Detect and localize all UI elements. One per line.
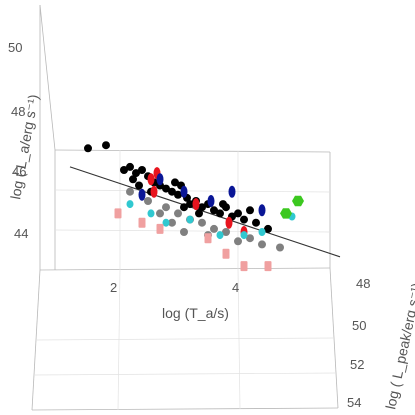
data-point-cyan: [258, 228, 266, 236]
data-point-gray: [144, 197, 152, 205]
x-tick-label: 2: [110, 280, 117, 295]
data-point-pink: [264, 261, 272, 272]
data-point-pink: [240, 261, 248, 272]
data-point-cyan: [147, 209, 155, 218]
z-tick-label: 48: [356, 276, 370, 291]
data-point-black: [135, 181, 143, 190]
data-point-gray: [222, 228, 230, 236]
z-tick-label: 54: [347, 395, 361, 410]
y-tick-label: 50: [8, 40, 22, 55]
y-tick-label: 44: [14, 226, 28, 241]
data-point-blue: [228, 185, 236, 198]
z-tick-label: 52: [350, 357, 364, 372]
z-axis: 48 50 52 54 log ( L_peak/erg s⁻¹): [347, 276, 415, 411]
data-point-black: [102, 141, 110, 150]
data-point-gray: [168, 218, 176, 227]
data-point-black: [132, 169, 140, 178]
data-point-cyan: [216, 231, 224, 240]
plot-box: [31, 4, 339, 411]
data-point-black: [84, 144, 92, 153]
x-tick-label: 4: [232, 280, 239, 295]
data-point-gray: [156, 209, 164, 218]
data-point-green: [280, 208, 292, 219]
data-point-black: [210, 206, 218, 215]
data-point-black: [174, 190, 182, 199]
x-axis-title: log (T_a/s): [162, 305, 229, 321]
data-point-black: [129, 175, 137, 184]
data-point-black: [120, 166, 128, 174]
data-point-cyan: [240, 231, 248, 240]
data-point-blue: [138, 188, 146, 201]
data-point-gray: [174, 209, 182, 218]
data-point-gray: [162, 203, 170, 212]
data-point-red: [192, 198, 200, 211]
data-point-black: [264, 224, 272, 233]
data-point-black: [198, 203, 206, 212]
data-point-black: [138, 166, 146, 174]
data-point-gray: [198, 218, 206, 227]
data-point-pink: [114, 208, 122, 219]
data-point-gray: [276, 243, 284, 252]
data-point-black: [234, 209, 242, 218]
data-points: [84, 141, 304, 272]
data-point-black: [252, 218, 260, 227]
data-point-pink: [156, 223, 164, 234]
data-point-red: [225, 216, 233, 229]
data-point-pink: [222, 248, 230, 259]
data-point-cyan: [162, 218, 170, 227]
z-tick-label: 50: [352, 318, 366, 333]
data-point-gray: [126, 187, 134, 196]
data-point-pink: [138, 217, 146, 228]
data-point-red: [150, 185, 158, 198]
data-point-gray: [210, 224, 218, 233]
data-point-gray: [258, 240, 266, 249]
data-point-gray: [234, 237, 242, 246]
data-point-blue: [207, 195, 215, 207]
data-point-black: [240, 215, 248, 224]
data-point-blue: [258, 204, 266, 217]
data-point-green: [292, 195, 304, 207]
y-tick-label: 48: [11, 104, 25, 119]
data-point-gray: [180, 228, 188, 236]
fit-plane-line: [69, 166, 341, 258]
y-axis: 50 48 46 44 log ( L_a/erg s⁻¹): [7, 40, 41, 241]
x-axis: 2 4 log (T_a/s): [110, 280, 239, 321]
data-point-black: [180, 203, 188, 212]
data-point-black: [186, 200, 194, 209]
y-tick-label: 46: [12, 164, 26, 179]
data-point-black: [171, 178, 179, 187]
z-axis-title: log ( L_peak/erg s⁻¹): [382, 281, 415, 410]
data-point-pink: [204, 233, 212, 244]
data-point-cyan: [186, 215, 194, 224]
data-point-red: [147, 173, 155, 186]
data-point-black: [195, 209, 203, 218]
data-point-black: [126, 162, 134, 171]
data-point-black: [219, 200, 227, 209]
data-point-black: [246, 206, 254, 215]
data-point-cyan: [126, 200, 134, 209]
data-point-black: [168, 187, 176, 196]
data-point-blue: [156, 173, 164, 186]
data-point-gray: [246, 234, 254, 243]
data-point-black: [162, 184, 170, 193]
data-point-black: [216, 209, 224, 218]
data-point-blue: [180, 185, 188, 198]
